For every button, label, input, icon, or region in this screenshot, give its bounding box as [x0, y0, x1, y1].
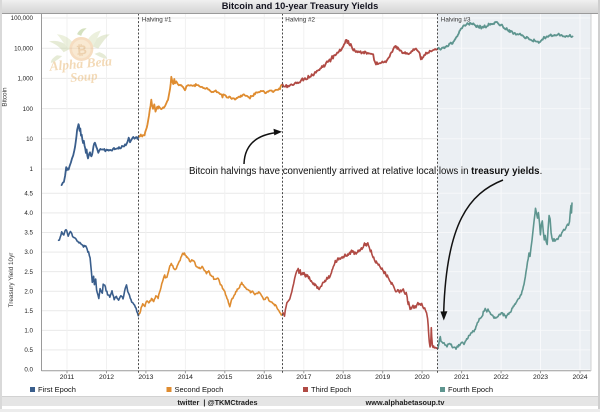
svg-text:2021: 2021 [454, 374, 469, 381]
svg-text:Fourth Epoch: Fourth Epoch [448, 385, 493, 394]
svg-text:1.0: 1.0 [24, 328, 33, 335]
svg-text:100,000: 100,000 [11, 15, 34, 22]
svg-text:Alpha Beta: Alpha Beta [48, 53, 113, 74]
svg-text:1: 1 [30, 166, 34, 173]
svg-text:1.5: 1.5 [24, 308, 33, 315]
svg-text:Halving #2: Halving #2 [285, 16, 315, 23]
svg-text:2.5: 2.5 [24, 269, 33, 276]
svg-text:₿: ₿ [76, 42, 88, 58]
svg-text:2018: 2018 [336, 374, 351, 381]
svg-text:Halving #1: Halving #1 [142, 16, 172, 23]
svg-text:Third Epoch: Third Epoch [311, 385, 351, 394]
svg-text:Bitcoin halvings have convenie: Bitcoin halvings have conveniently arriv… [189, 166, 542, 177]
svg-text:2011: 2011 [60, 374, 75, 381]
svg-text:10,000: 10,000 [14, 45, 33, 52]
svg-text:10: 10 [26, 136, 33, 143]
svg-text:4.0: 4.0 [24, 210, 33, 217]
svg-text:2023: 2023 [533, 374, 548, 381]
svg-text:2017: 2017 [296, 374, 311, 381]
svg-text:First Epoch: First Epoch [38, 385, 76, 394]
svg-text:3.0: 3.0 [24, 249, 33, 256]
svg-text:2019: 2019 [375, 374, 390, 381]
svg-text:2.0: 2.0 [24, 288, 33, 295]
svg-text:Second Epoch: Second Epoch [175, 385, 224, 394]
svg-text:100: 100 [23, 106, 34, 113]
svg-text:2013: 2013 [138, 374, 153, 381]
svg-text:2012: 2012 [99, 374, 114, 381]
svg-text:0.0: 0.0 [24, 367, 33, 374]
svg-text:1,000: 1,000 [18, 76, 34, 83]
svg-text:2024: 2024 [572, 374, 587, 381]
svg-text:Bitcoin: Bitcoin [2, 87, 9, 107]
svg-text:2022: 2022 [494, 374, 509, 381]
svg-text:Treasury Yield 10yr: Treasury Yield 10yr [8, 252, 15, 308]
svg-text:2020: 2020 [415, 374, 430, 381]
svg-text:Halving #3: Halving #3 [441, 16, 471, 23]
svg-text:3.5: 3.5 [24, 230, 33, 237]
svg-text:4.5: 4.5 [24, 191, 33, 198]
svg-text:2016: 2016 [257, 374, 272, 381]
svg-text:2015: 2015 [217, 374, 232, 381]
svg-text:0.5: 0.5 [24, 347, 33, 354]
svg-text:2014: 2014 [178, 374, 193, 381]
svg-text:Soup: Soup [69, 68, 98, 85]
